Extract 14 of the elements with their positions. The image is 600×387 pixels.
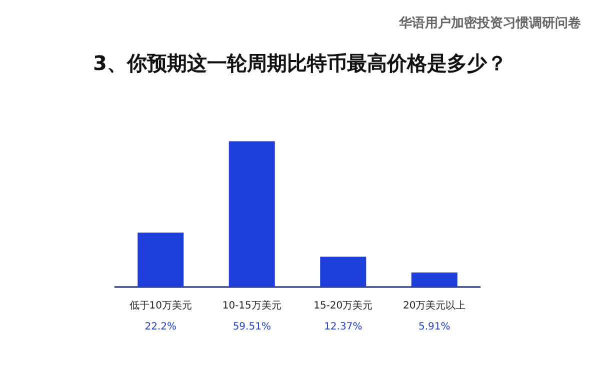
x-tick-label: 低于10万美元 [129, 300, 192, 312]
bar [228, 141, 275, 287]
data-label: 59.51% [232, 322, 271, 332]
data-label: 5.91% [418, 322, 450, 332]
chart-title: 3、你预期这一轮周期比特币最高价格是多少？ [93, 51, 507, 75]
x-tick-label: 20万美元以上 [403, 300, 466, 312]
x-tick-label: 15-20万美元 [314, 300, 373, 312]
bar [411, 272, 458, 287]
x-tick-label: 10-15万美元 [222, 300, 282, 312]
data-label: 22.2% [144, 322, 177, 332]
chart-subtitle: 华语用户加密投资习惯调研问卷 [398, 15, 581, 31]
bar [320, 256, 366, 287]
data-label: 12.37% [324, 322, 362, 332]
bar [138, 232, 184, 287]
